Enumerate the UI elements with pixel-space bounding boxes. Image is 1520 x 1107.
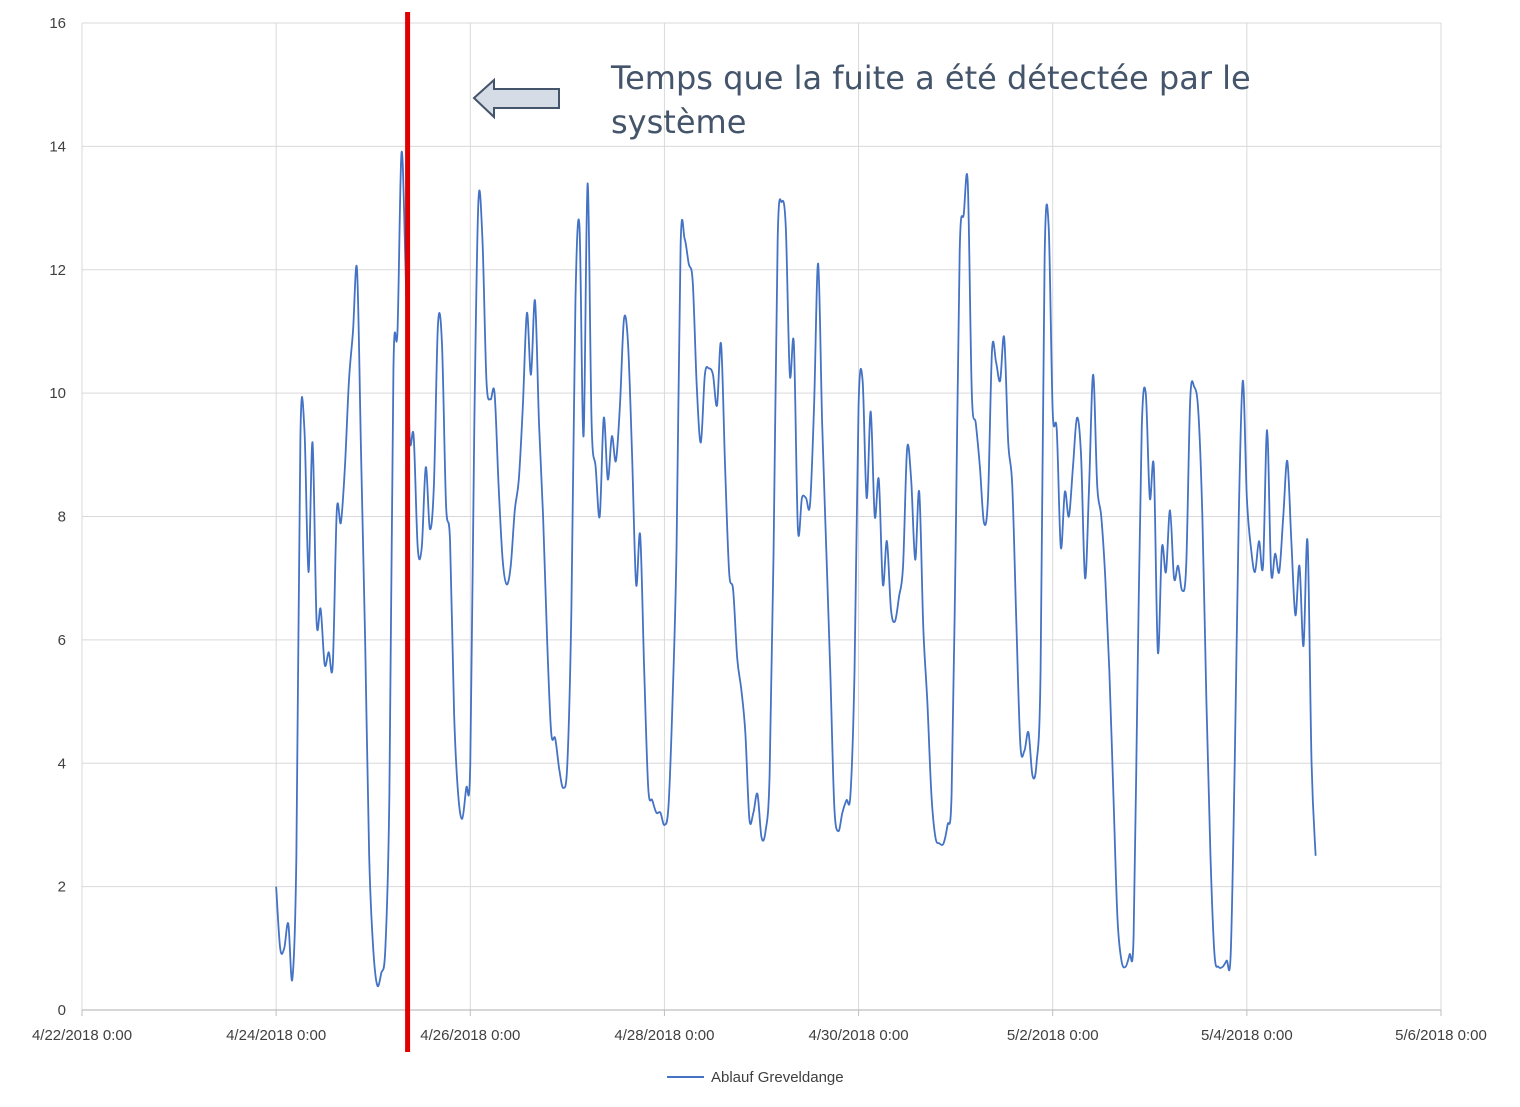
y-tick-label: 16 xyxy=(49,15,66,32)
x-axis-ticks: 4/22/2018 0:00 4/24/2018 0:00 4/26/2018 0:… xyxy=(32,1027,1487,1044)
y-tick-label: 2 xyxy=(58,879,66,896)
left-arrow-icon xyxy=(472,77,560,120)
legend-label: Ablauf Greveldange xyxy=(711,1069,844,1086)
detection-annotation: Temps que la fuite a été détectée par le… xyxy=(472,59,1251,141)
x-tick-label: 4/28/2018 0:00 xyxy=(614,1027,714,1044)
series-line-ablauf-greveldange xyxy=(275,150,1317,988)
y-tick-label: 8 xyxy=(58,509,66,526)
gridlines xyxy=(81,22,1442,1010)
y-tick-label: 4 xyxy=(58,755,66,772)
x-tick-label: 5/4/2018 0:00 xyxy=(1201,1027,1293,1044)
y-tick-label: 14 xyxy=(49,138,66,155)
y-tick-label: 6 xyxy=(58,632,66,649)
x-tick-label: 4/30/2018 0:00 xyxy=(809,1027,909,1044)
annotation-line-1: Temps que la fuite a été détectée par le xyxy=(610,59,1251,97)
x-tick-label: 5/6/2018 0:00 xyxy=(1395,1027,1487,1044)
axes xyxy=(81,1009,1442,1016)
y-tick-label: 0 xyxy=(58,1002,66,1019)
annotation-line-2: système xyxy=(611,103,746,141)
x-tick-label: 5/2/2018 0:00 xyxy=(1007,1027,1099,1044)
y-tick-label: 10 xyxy=(49,385,66,402)
y-tick-label: 12 xyxy=(49,262,66,279)
x-tick-label: 4/24/2018 0:00 xyxy=(226,1027,326,1044)
y-axis-ticks: 0 2 4 6 8 10 12 14 16 xyxy=(49,15,66,1019)
legend: Ablauf Greveldange xyxy=(667,1069,844,1086)
x-tick-label: 4/22/2018 0:00 xyxy=(32,1027,132,1044)
series-layer xyxy=(275,150,1317,988)
x-tick-label: 4/26/2018 0:00 xyxy=(420,1027,520,1044)
